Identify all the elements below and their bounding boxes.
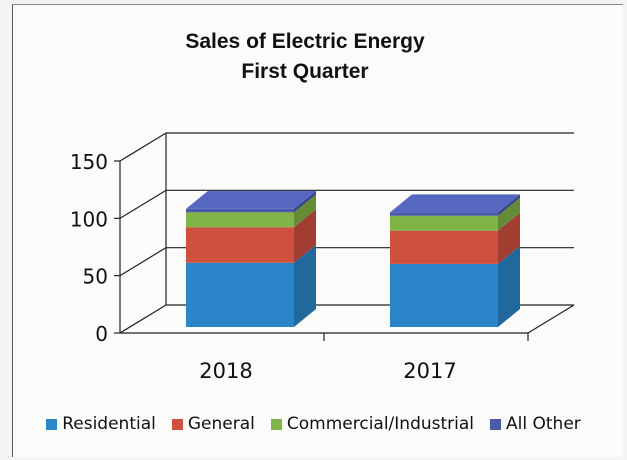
side-wall-line <box>119 132 167 162</box>
legend-item-all-other: All Other <box>490 414 581 434</box>
y-tick-label: 0 <box>95 322 108 346</box>
x-tick-label: 2018 <box>199 359 252 383</box>
bar-side-segment <box>498 212 520 264</box>
bar-side-segment <box>294 244 316 327</box>
legend-label-all-other: All Other <box>506 414 581 434</box>
bar-top-face <box>186 190 316 209</box>
legend-label-general: General <box>187 414 255 434</box>
legend-label-residential: Residential <box>62 414 156 434</box>
bar-top-face <box>390 194 520 213</box>
y-tick-label: 50 <box>83 265 108 289</box>
legend-swatch-general <box>171 418 183 430</box>
y-tick-label: 100 <box>70 207 108 231</box>
bar-front-segment <box>390 263 498 327</box>
bar-side-segment <box>498 197 520 231</box>
bar-front-segment <box>186 262 294 327</box>
side-wall-line <box>119 304 167 334</box>
x-tick-label: 2017 <box>403 359 456 383</box>
chart-legend: Residential General Commercial/Industria… <box>0 414 627 434</box>
bar-side-segment <box>498 194 520 216</box>
bar-side-segment <box>294 209 316 263</box>
bar-front-segment <box>186 227 294 263</box>
legend-item-commercial-industrial: Commercial/Industrial <box>270 414 475 434</box>
bar-front-segment <box>390 230 498 264</box>
bar-side-segment <box>294 190 316 213</box>
chart-subtitle: First Quarter <box>241 60 369 83</box>
y-tick-label: 150 <box>70 150 108 174</box>
bar-side-segment <box>294 194 316 228</box>
bar-front-segment <box>186 212 294 228</box>
legend-swatch-all-other <box>490 418 502 430</box>
legend-swatch-commercial-industrial <box>270 418 282 430</box>
floor-edge <box>527 304 575 334</box>
chart-title: Sales of Electric Energy <box>185 30 425 53</box>
chart-frame <box>12 4 623 457</box>
legend-item-general: General <box>171 414 255 434</box>
legend-swatch-residential <box>46 418 58 430</box>
side-wall-line <box>119 189 167 219</box>
legend-item-residential: Residential <box>46 414 156 434</box>
chart-plot: 0 50 100 150 2018 2017 <box>70 132 575 383</box>
bar-side-segment <box>498 245 520 327</box>
bar-front-segment <box>390 215 498 231</box>
legend-label-commercial-industrial: Commercial/Industrial <box>286 414 475 434</box>
side-wall-line <box>119 247 167 277</box>
bar-front-segment <box>186 208 294 213</box>
bar-front-segment <box>390 212 498 216</box>
